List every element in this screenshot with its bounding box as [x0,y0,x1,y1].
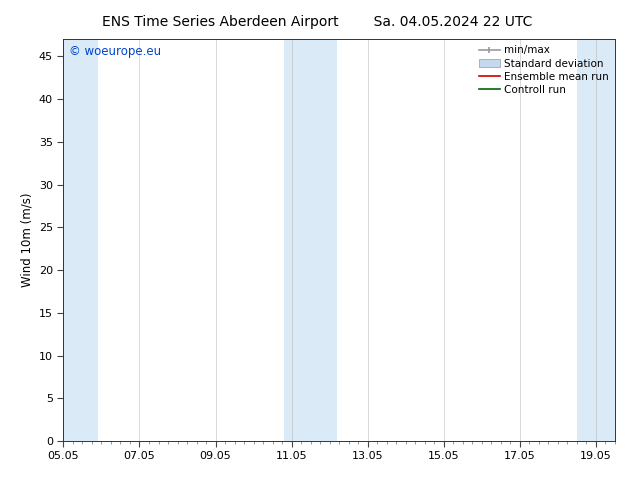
Y-axis label: Wind 10m (m/s): Wind 10m (m/s) [20,193,34,287]
Text: © woeurope.eu: © woeurope.eu [69,45,161,58]
Legend: min/max, Standard deviation, Ensemble mean run, Controll run: min/max, Standard deviation, Ensemble me… [475,41,613,99]
Bar [63,39,98,441]
Text: ENS Time Series Aberdeen Airport        Sa. 04.05.2024 22 UTC: ENS Time Series Aberdeen Airport Sa. 04.… [102,15,532,29]
Bar [577,39,615,441]
Bar [284,39,337,441]
